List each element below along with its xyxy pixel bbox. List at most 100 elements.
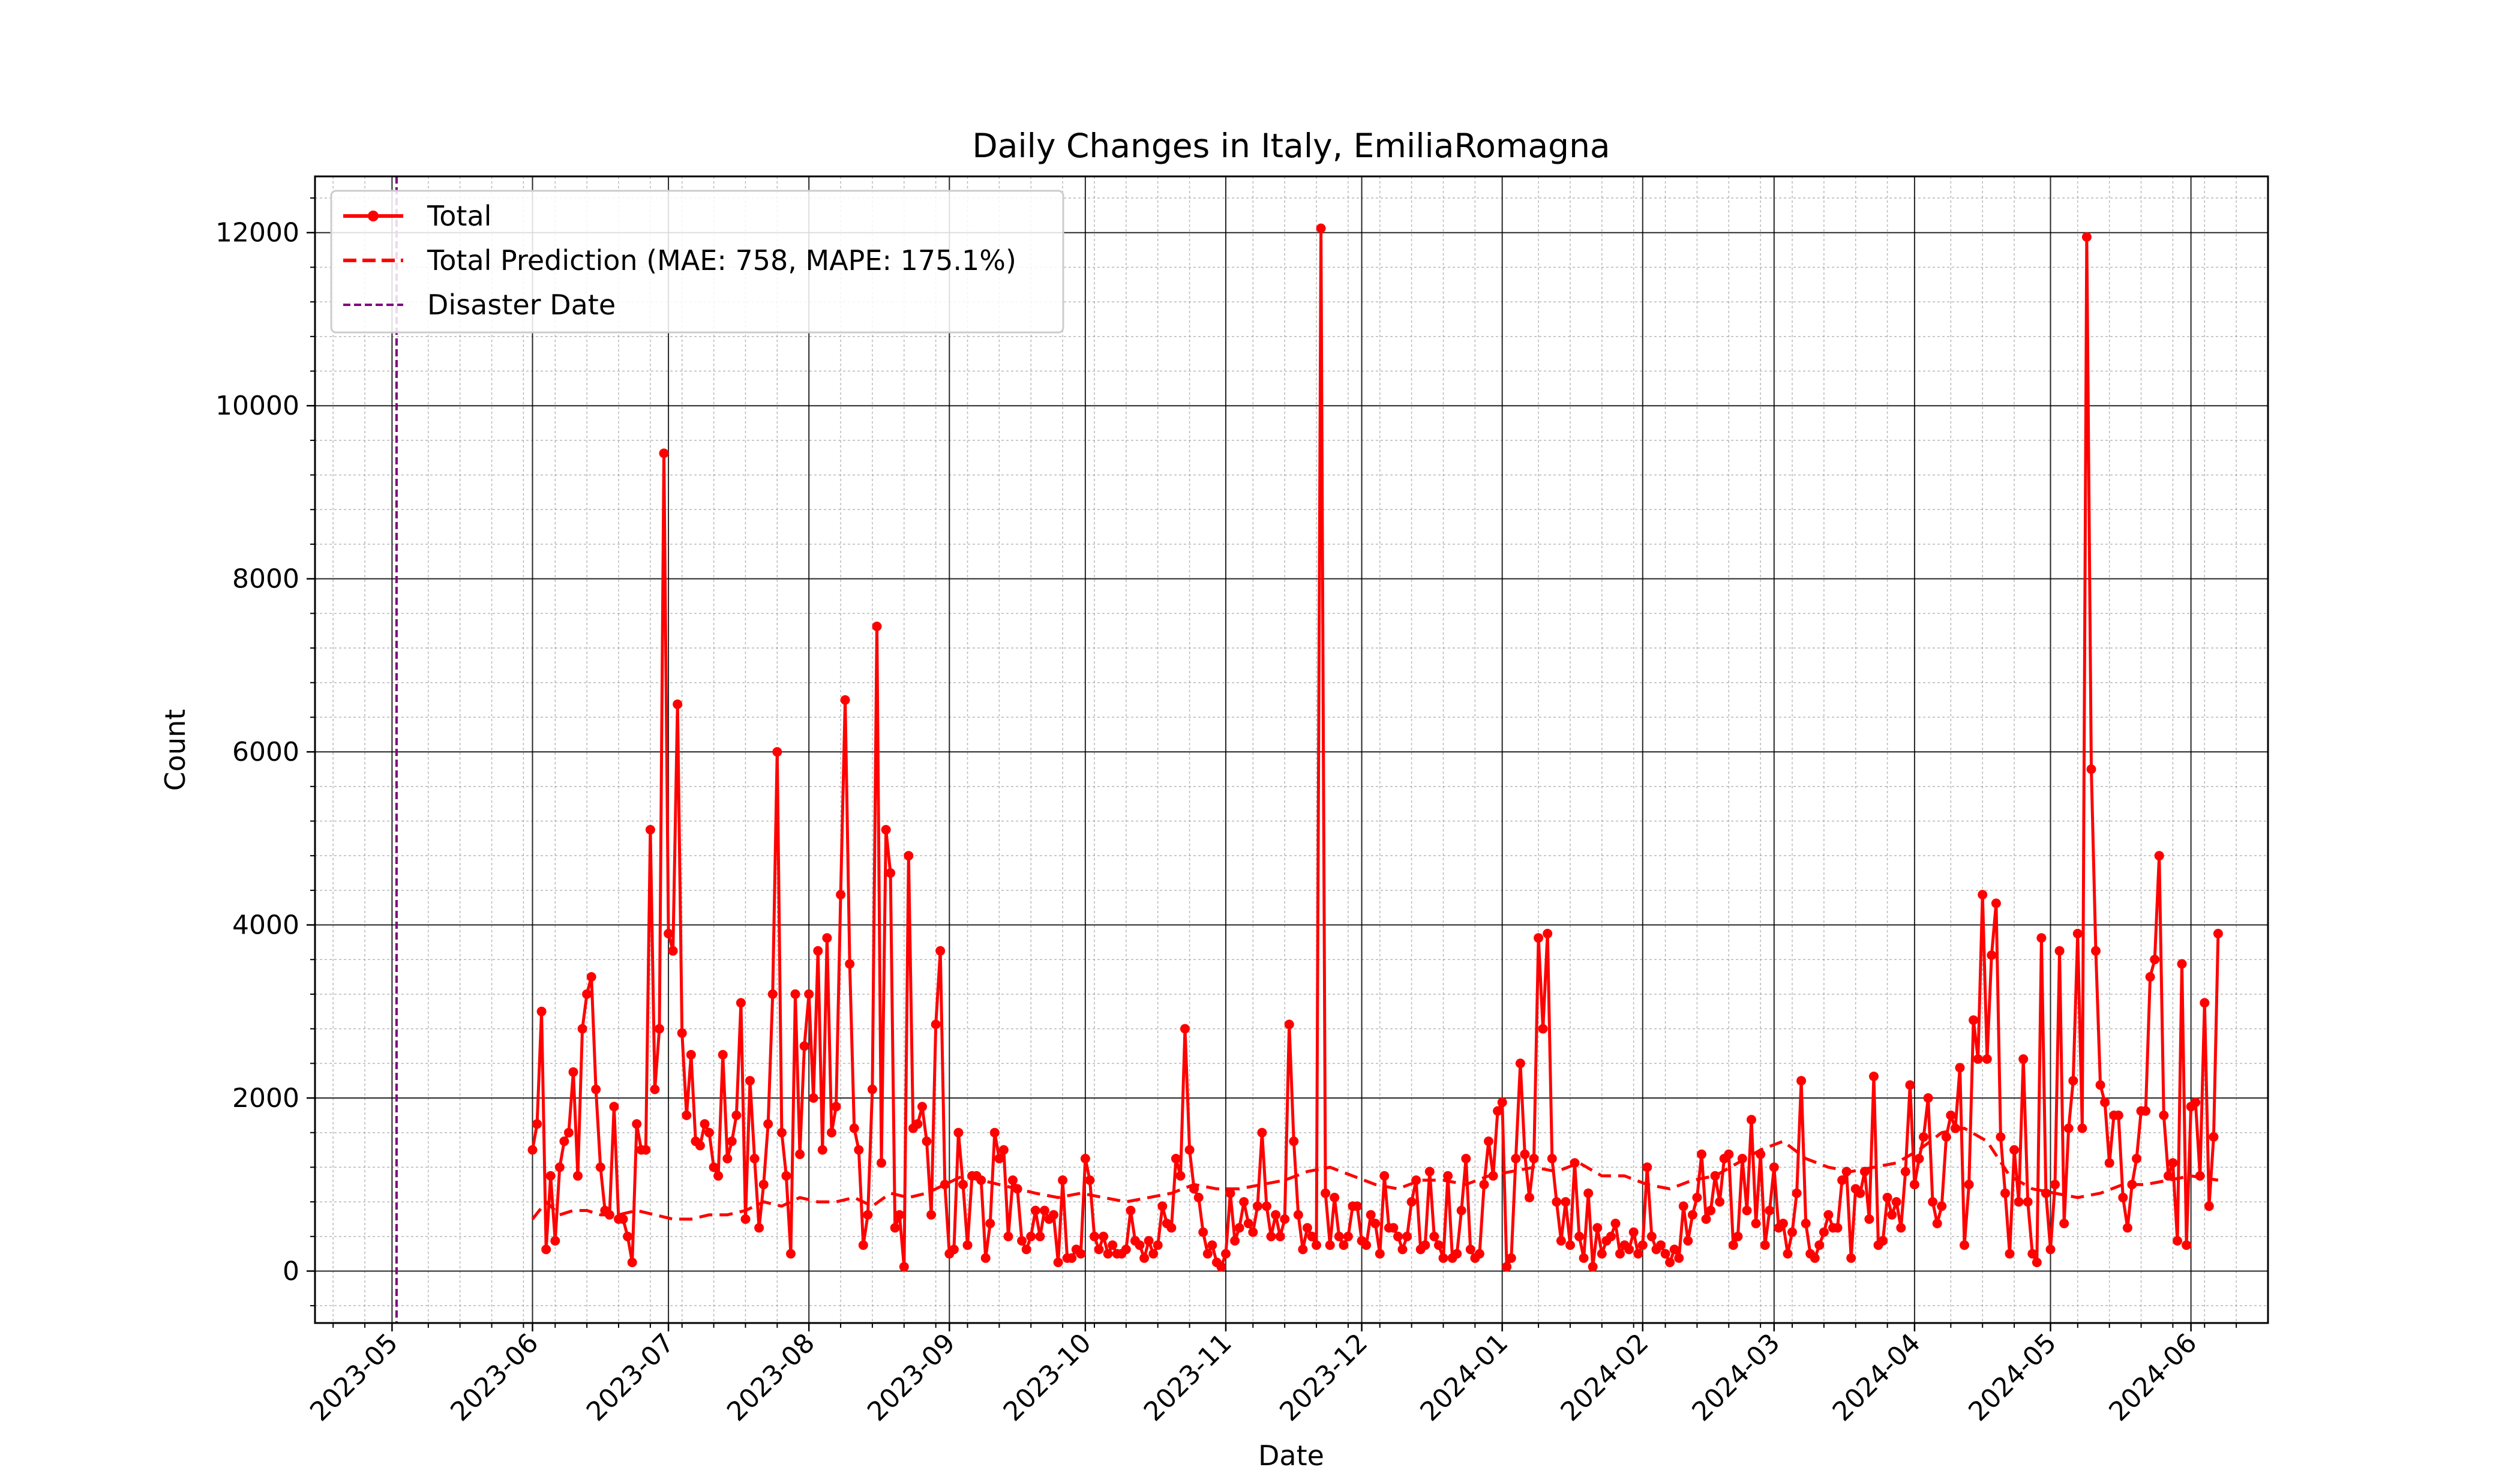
total-data-point (1955, 1063, 1965, 1073)
total-data-point (998, 1145, 1009, 1155)
total-data-point (545, 1171, 556, 1181)
total-data-point (749, 1154, 760, 1163)
total-data-point (1597, 1249, 1607, 1259)
total-data-point (695, 1141, 705, 1151)
total-data-point (1520, 1149, 1530, 1159)
total-data-point (568, 1067, 578, 1077)
total-data-point (1529, 1154, 1539, 1163)
total-data-point (1108, 1240, 1118, 1250)
total-data-point (781, 1171, 791, 1181)
total-data-point (1339, 1240, 1349, 1250)
total-data-point (1221, 1249, 1231, 1259)
total-data-point (1592, 1223, 1603, 1233)
total-data-point (1321, 1188, 1331, 1198)
total-data-point (1252, 1201, 1262, 1211)
total-data-point (2068, 1076, 2078, 1086)
total-data-point (1402, 1231, 1412, 1241)
total-data-point (890, 1223, 900, 1233)
total-data-point (650, 1084, 660, 1094)
total-data-point (586, 972, 596, 982)
total-data-point (1017, 1236, 1027, 1246)
total-data-point (1216, 1262, 1226, 1272)
total-data-point (867, 1084, 877, 1094)
total-data-point (985, 1219, 995, 1229)
total-data-point (1837, 1175, 1847, 1185)
plot-frame (314, 175, 2269, 1324)
total-data-point (2100, 1097, 2110, 1108)
total-data-point (1946, 1110, 1956, 1120)
total-data-point (822, 933, 832, 943)
total-data-point (2027, 1249, 2038, 1259)
total-data-point (740, 1214, 751, 1224)
total-data-point (1171, 1154, 1181, 1163)
total-data-point (1923, 1093, 1933, 1103)
total-data-point (1026, 1231, 1036, 1241)
total-data-point (1361, 1240, 1372, 1250)
total-data-point (1552, 1197, 1562, 1207)
legend: Total Total Prediction (MAE: 758, MAPE: … (330, 190, 1064, 334)
total-data-point (2163, 1171, 2173, 1181)
total-data-point (922, 1136, 932, 1147)
total-data-point (863, 1210, 873, 1220)
total-data-point (2054, 946, 2065, 956)
total-data-point (1090, 1231, 1099, 1241)
total-data-point (2213, 929, 2223, 938)
total-data-point (645, 824, 655, 835)
total-data-point (1411, 1175, 1421, 1185)
total-data-point (1665, 1258, 1675, 1267)
total-data-point (2159, 1110, 2169, 1120)
total-data-point (1561, 1197, 1571, 1207)
total-data-point (659, 448, 669, 458)
total-data-point (958, 1180, 968, 1190)
total-data-point (1511, 1154, 1521, 1163)
total-data-point (931, 1019, 941, 1030)
total-data-point (1869, 1072, 1879, 1081)
total-data-point (1565, 1240, 1575, 1250)
total-data-point (2050, 1180, 2060, 1190)
total-data-point (2091, 946, 2101, 956)
total-data-point (949, 1244, 959, 1255)
total-data-point (1506, 1253, 1516, 1263)
legend-item-prediction: Total Prediction (MAE: 758, MAPE: 175.1%… (343, 244, 1016, 277)
total-data-point (1234, 1223, 1244, 1233)
total-data-point (2182, 1240, 2192, 1250)
total-data-point (1302, 1223, 1312, 1233)
total-data-point (2005, 1249, 2015, 1259)
total-data-point (641, 1145, 651, 1155)
total-data-point (1388, 1223, 1399, 1233)
total-data-point (1579, 1253, 1589, 1263)
total-data-point (1887, 1210, 1897, 1220)
total-data-point (1262, 1201, 1271, 1211)
total-data-point (1914, 1154, 1924, 1163)
total-data-point (532, 1119, 542, 1129)
total-data-point (1021, 1244, 1031, 1255)
total-data-point (677, 1028, 687, 1038)
total-data-point (1878, 1236, 1888, 1246)
total-data-point (2014, 1197, 2024, 1207)
total-data-point (1982, 1054, 1992, 1064)
y-tick-label: 10000 (215, 391, 299, 421)
total-data-point (1003, 1231, 1013, 1241)
total-data-point (953, 1127, 964, 1138)
total-data-point (1778, 1219, 1788, 1229)
total-data-point (1756, 1149, 1766, 1159)
total-data-point (1366, 1210, 1376, 1220)
total-data-point (776, 1127, 787, 1138)
total-data-point (2018, 1054, 2029, 1064)
total-data-point (655, 1024, 664, 1034)
total-data-point (804, 989, 814, 999)
total-data-point (1525, 1192, 1534, 1202)
total-data-point (1606, 1231, 1616, 1241)
total-data-point (1443, 1171, 1453, 1181)
total-data-point (2072, 929, 2083, 938)
total-data-point (1810, 1253, 1820, 1263)
total-data-point (627, 1258, 637, 1267)
total-data-point (840, 695, 850, 705)
total-data-point (1139, 1253, 1150, 1263)
total-data-point (1420, 1240, 1430, 1250)
total-data-point (904, 851, 914, 861)
total-data-point (795, 1149, 805, 1159)
total-data-point (1484, 1136, 1493, 1147)
y-tick-label: 0 (283, 1256, 299, 1286)
